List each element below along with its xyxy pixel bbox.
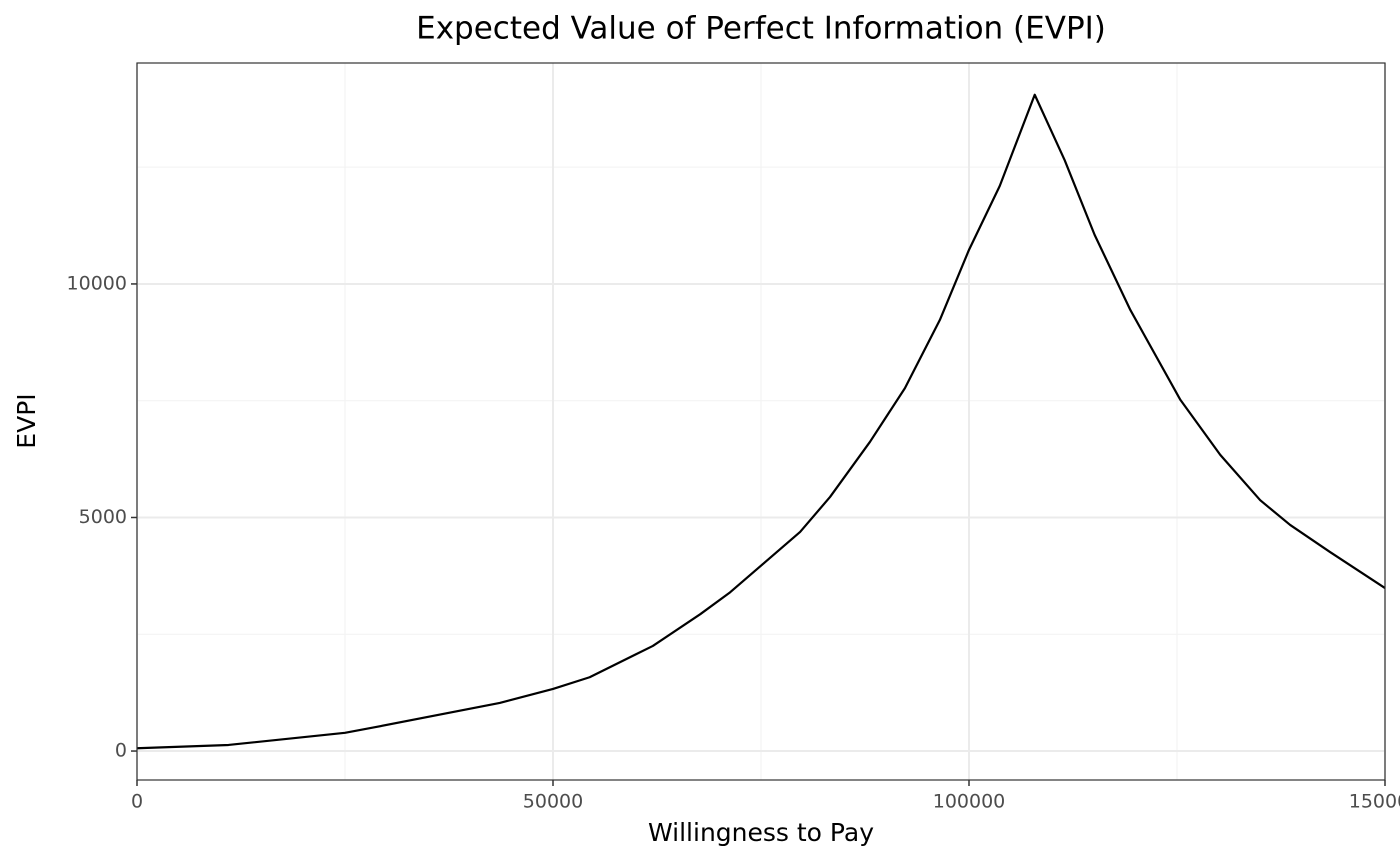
x-tick-label: 150000 xyxy=(1349,791,1400,813)
x-tick-label: 100000 xyxy=(933,791,1006,813)
panel-border xyxy=(136,62,1386,781)
line xyxy=(136,93,1386,750)
x-tick-label: 0 xyxy=(131,791,143,813)
y-tick-label: 5000 xyxy=(79,506,127,528)
y-tick-label: 0 xyxy=(115,740,127,762)
chart-title: Expected Value of Perfect Information (E… xyxy=(416,11,1106,47)
y-tick-label: 10000 xyxy=(67,272,127,294)
x-tick-label: 50000 xyxy=(523,791,583,813)
y-axis-title: EVPI xyxy=(12,393,41,448)
x-axis-title: Willingness to Pay xyxy=(648,818,874,847)
